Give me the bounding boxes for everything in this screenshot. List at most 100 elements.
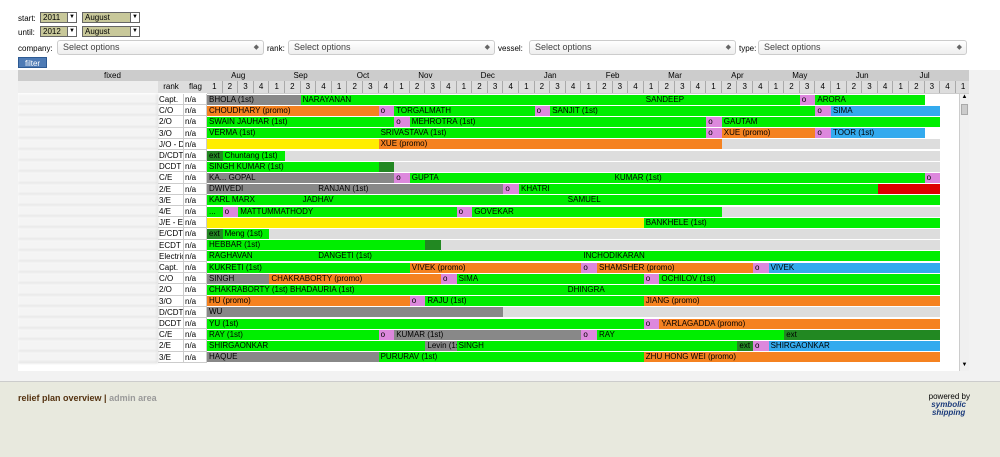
assignment-bar[interactable] (721, 206, 941, 217)
assignment-bar[interactable]: VIVEK (promo) (409, 262, 582, 273)
assignment-bar[interactable]: MATTUMMATHODY (238, 206, 457, 217)
assignment-bar[interactable]: DWIVEDI (207, 184, 317, 195)
assignment-bar[interactable]: JIANG (promo) (643, 296, 941, 307)
assignment-bar[interactable]: GOVEKAR (472, 206, 722, 217)
until-year-select[interactable]: 2012 ▼ (40, 26, 77, 37)
assignment-bar[interactable]: SHAMSHER (promo) (597, 262, 753, 273)
assignment-bar[interactable] (378, 161, 395, 172)
assignment-bar[interactable]: SRIVASTAVA (1st) (378, 128, 707, 139)
assignment-bar[interactable]: TOOR (1st) (831, 128, 925, 139)
rank-multiselect[interactable]: Select options ◆ (288, 40, 495, 55)
assignment-bar[interactable]: HEBBAR (1st) (207, 240, 426, 251)
start-month-select[interactable]: August ▼ (82, 12, 140, 23)
assignment-bar[interactable]: RANJAN (1st) (316, 184, 504, 195)
admin-area-link[interactable]: admin area (109, 393, 157, 403)
assignment-bar[interactable]: o (753, 262, 769, 273)
assignment-bar[interactable]: SIMA (456, 273, 644, 284)
assignment-bar[interactable]: RAGHAVAN (207, 251, 317, 262)
assignment-bar[interactable]: SINGH (207, 273, 270, 284)
assignment-bar[interactable]: KARL MARX (207, 195, 301, 206)
assignment-bar[interactable]: DANGETI (1st) (316, 251, 582, 262)
assignment-bar[interactable]: Chuntang (1st) (222, 150, 285, 161)
assignment-bar[interactable]: o (441, 273, 457, 284)
assignment-bar[interactable]: GAUTAM (721, 116, 941, 127)
assignment-bar[interactable]: HU (promo) (207, 296, 410, 307)
assignment-bar[interactable]: XUE (promo) (378, 139, 722, 150)
assignment-bar[interactable]: NARAYANAN (300, 94, 644, 105)
assignment-bar[interactable]: o (924, 172, 941, 183)
assignment-bar[interactable]: INCHODIKARAN (581, 251, 941, 262)
assignment-bar[interactable]: CHOUDHARY (promo) (207, 105, 379, 116)
vessel-multiselect[interactable]: Select options ◆ (529, 40, 736, 55)
assignment-bar[interactable]: o (503, 184, 519, 195)
assignment-bar[interactable]: BANKHELE (1st) (643, 217, 941, 228)
assignment-bar[interactable]: KUKRETI (1st) (207, 262, 410, 273)
assignment-bar[interactable]: SWAIN JAUHAR (1st) (207, 116, 395, 127)
assignment-bar[interactable]: SINGH KUMAR (1st) (207, 161, 379, 172)
assignment-bar[interactable]: PURURAV (1st) (378, 352, 644, 363)
until-month-select[interactable]: August ▼ (82, 26, 140, 37)
assignment-bar[interactable]: o (706, 128, 722, 139)
assignment-bar[interactable]: ZHU HONG WEI (promo) (643, 352, 941, 363)
assignment-bar[interactable] (394, 161, 941, 172)
assignment-bar[interactable]: ext (737, 340, 753, 351)
assignment-bar[interactable] (207, 217, 644, 228)
assignment-bar[interactable]: RAY (1st) (207, 329, 379, 340)
filter-button[interactable]: filter (18, 57, 47, 68)
assignment-bar[interactable]: WU (207, 307, 504, 318)
assignment-bar[interactable]: o (815, 128, 831, 139)
assignment-bar[interactable]: VERMA (1st) (207, 128, 379, 139)
assignment-bar[interactable]: MEHROTRA (1st) (409, 116, 707, 127)
assignment-bar[interactable]: Levin (1st) (425, 340, 457, 351)
assignment-bar[interactable]: RAJU (1st) (425, 296, 644, 307)
assignment-bar[interactable]: ext (784, 329, 941, 340)
assignment-bar[interactable]: VIVEK (768, 262, 941, 273)
assignment-bar[interactable]: o (643, 318, 660, 329)
assignment-bar[interactable]: ... (207, 206, 223, 217)
assignment-bar[interactable]: YU (1st) (207, 318, 644, 329)
assignment-bar[interactable]: o (222, 206, 239, 217)
assignment-bar[interactable]: SINGH (456, 340, 738, 351)
assignment-bar[interactable]: XUE (promo) (721, 128, 816, 139)
assignment-bar[interactable]: o (378, 329, 395, 340)
type-multiselect[interactable]: Select options ◆ (758, 40, 967, 55)
assignment-bar[interactable] (721, 139, 941, 150)
assignment-bar[interactable] (207, 139, 379, 150)
assignment-bar[interactable]: o (581, 329, 597, 340)
vertical-scrollbar[interactable]: ▲ ▼ (959, 94, 969, 371)
assignment-bar[interactable] (877, 184, 941, 195)
assignment-bar[interactable]: TORGALMATH (394, 105, 535, 116)
assignment-bar[interactable]: ARORA (815, 94, 925, 105)
assignment-bar[interactable] (441, 240, 941, 251)
assignment-bar[interactable]: o (753, 340, 769, 351)
assignment-bar[interactable]: SANJIT (1st) (550, 105, 816, 116)
assignment-bar[interactable]: GUPTA (409, 172, 613, 183)
assignment-bar[interactable]: DHINGRA (565, 284, 941, 295)
assignment-bar[interactable]: RAY (597, 329, 738, 340)
assignment-bar[interactable]: BHOLA (1st) (207, 94, 301, 105)
assignment-bar[interactable]: SHIRGAONKAR (207, 340, 426, 351)
assignment-bar[interactable] (269, 228, 941, 239)
assignment-bar[interactable]: Meng (1st) (222, 228, 270, 239)
assignment-bar[interactable]: SHIRGAONKAR (768, 340, 941, 351)
scroll-up-icon[interactable]: ▲ (961, 94, 968, 100)
assignment-bar[interactable]: ext (207, 150, 223, 161)
assignment-bar[interactable] (425, 240, 441, 251)
scrollbar-thumb[interactable] (961, 104, 968, 115)
assignment-bar[interactable]: JADHAV (300, 195, 566, 206)
company-multiselect[interactable]: Select options ◆ (57, 40, 264, 55)
scroll-down-icon[interactable]: ▼ (961, 362, 968, 368)
assignment-bar[interactable]: CHAKRABORTY (1st) BHADAURIA (1st) (207, 284, 566, 295)
assignment-bar[interactable]: CHAKRABORTY (promo) (269, 273, 441, 284)
assignment-bar[interactable]: YARLAGADDA (promo) (659, 318, 941, 329)
assignment-bar[interactable]: o (706, 116, 722, 127)
assignment-bar[interactable] (503, 307, 941, 318)
assignment-bar[interactable]: o (378, 105, 395, 116)
assignment-bar[interactable]: o (394, 116, 410, 127)
assignment-bar[interactable]: o (456, 206, 473, 217)
assignment-bar[interactable]: KA... GOPAL (207, 172, 395, 183)
assignment-bar[interactable]: o (409, 296, 426, 307)
assignment-bar[interactable]: SIMA (831, 105, 941, 116)
assignment-bar[interactable] (924, 94, 941, 105)
assignment-bar[interactable] (285, 150, 941, 161)
